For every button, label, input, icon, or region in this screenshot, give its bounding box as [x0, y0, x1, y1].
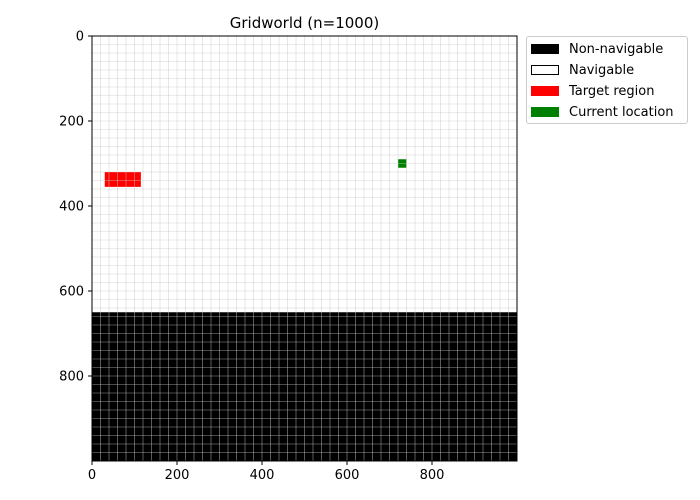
chart-title: Gridworld (n=1000)	[230, 14, 380, 32]
y-tick-label: 0	[76, 30, 84, 45]
legend-item-non-navigable: Non-navigable	[531, 39, 663, 59]
legend-label-current-location: Current location	[569, 104, 674, 120]
legend-swatch-non-navigable	[531, 44, 559, 54]
grid-lines	[92, 36, 517, 461]
y-tick-label: 600	[59, 285, 84, 300]
axes-frame	[91, 35, 518, 462]
legend-label-target-region: Target region	[569, 83, 655, 99]
legend-swatch-current-location	[531, 107, 559, 117]
x-tick-label: 800	[420, 468, 445, 483]
x-tick-label: 0	[88, 468, 96, 483]
legend-swatch-navigable	[531, 65, 559, 75]
y-tick-label: 400	[59, 200, 84, 215]
legend-label-non-navigable: Non-navigable	[569, 41, 664, 57]
target-region	[104, 172, 141, 187]
legend-item-current-location: Current location	[531, 102, 674, 122]
y-tick-label: 800	[59, 370, 84, 385]
legend-item-target-region: Target region	[531, 81, 654, 101]
legend-item-navigable: Navigable	[531, 60, 634, 80]
legend-swatch-target-region	[531, 86, 559, 96]
x-tick-label: 600	[335, 468, 360, 483]
legend: Non-navigable Navigable Target region Cu…	[526, 36, 688, 124]
legend-label-navigable: Navigable	[569, 62, 635, 78]
x-tick-label: 200	[165, 468, 190, 483]
x-tick-label: 400	[250, 468, 275, 483]
plot-area: 0 200 400 600 800 0 200 400 600 800	[59, 30, 518, 483]
y-tick-label: 200	[59, 115, 84, 130]
